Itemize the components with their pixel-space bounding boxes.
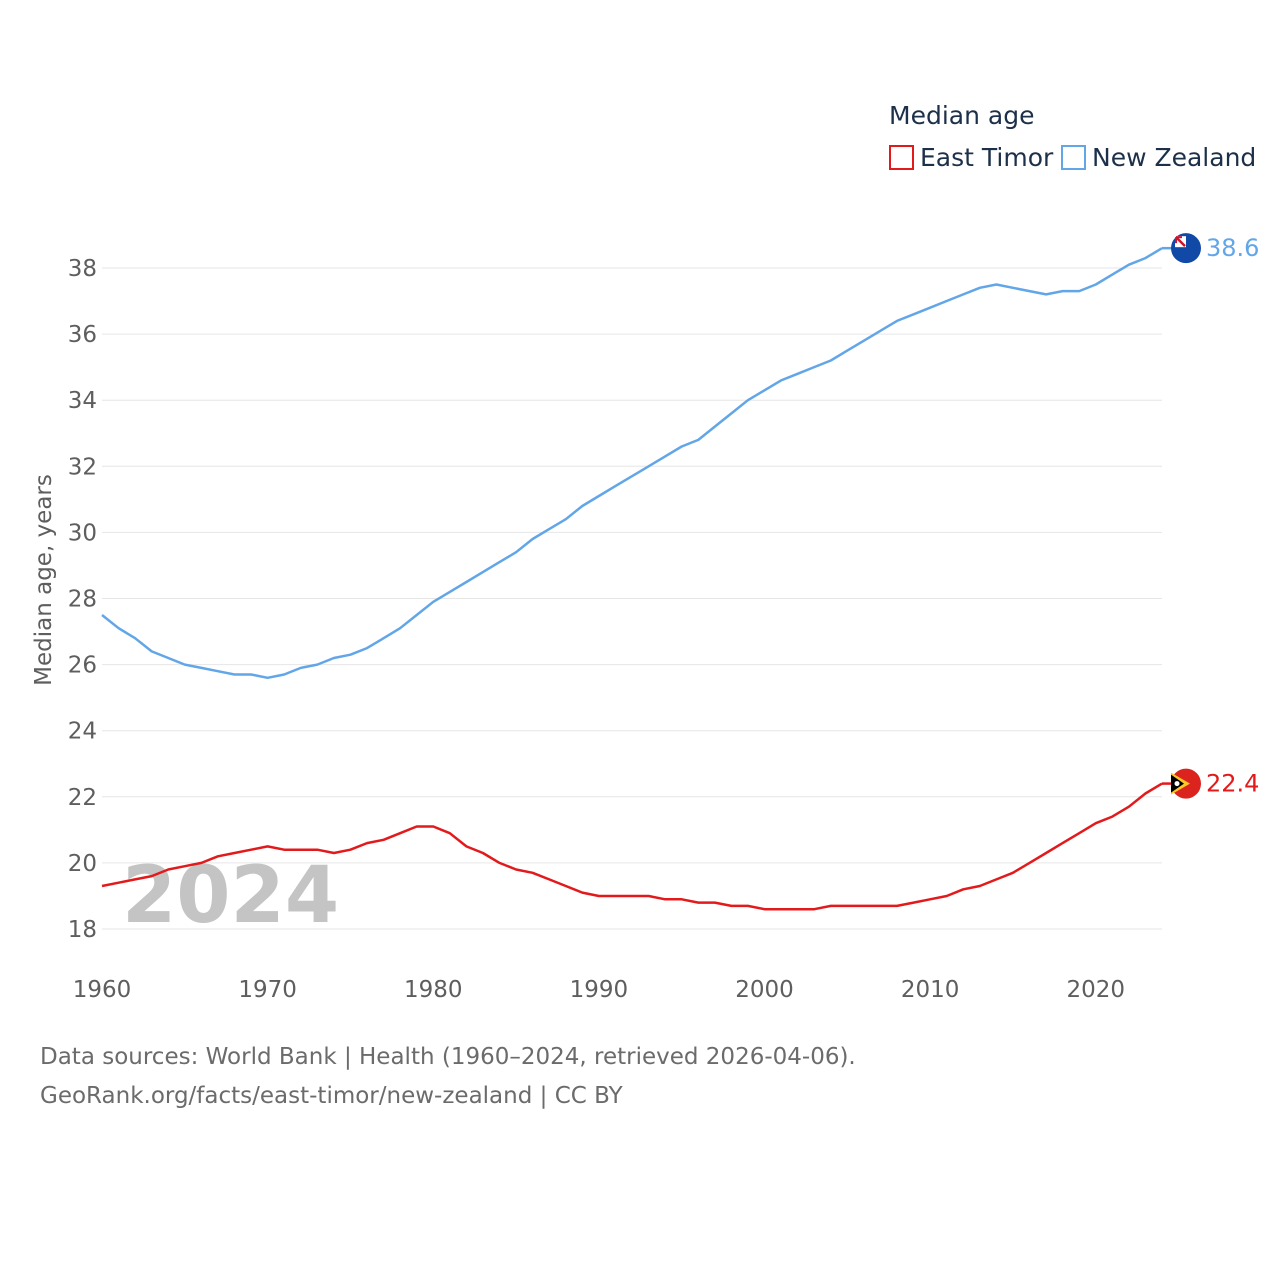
legend-swatch-east-timor — [889, 145, 914, 170]
y-tick-label: 28 — [68, 587, 97, 613]
series-end-markers: 22.4 38.6 — [1162, 233, 1259, 799]
legend-swatch-new-zealand — [1061, 145, 1086, 170]
y-tick-label: 34 — [68, 388, 97, 414]
year-watermark: 2024 — [122, 851, 339, 941]
footer-attribution[interactable]: GeoRank.org/facts/east-timor/new-zealand… — [40, 1083, 623, 1109]
legend-item-east-timor[interactable]: East Timor — [889, 143, 1054, 172]
legend: Median age East Timor New Zealand — [889, 101, 1256, 172]
legend-item-new-zealand[interactable]: New Zealand — [1061, 143, 1256, 172]
y-tick-label: 24 — [68, 719, 97, 745]
x-tick-label: 2010 — [901, 977, 960, 1003]
y-tick-label: 38 — [68, 256, 97, 282]
y-tick-label: 20 — [68, 851, 97, 877]
y-tick-label: 22 — [68, 785, 97, 811]
x-tick-label: 1970 — [238, 977, 297, 1003]
legend-label-new-zealand: New Zealand — [1092, 143, 1256, 172]
x-tick-label: 2000 — [735, 977, 794, 1003]
end-label-east-timor: 22.4 — [1206, 770, 1259, 798]
x-tick-label: 1960 — [73, 977, 132, 1003]
x-tick-label: 2020 — [1066, 977, 1125, 1003]
series-line-new-zealand[interactable] — [101, 247, 1163, 680]
x-axis-ticks: 1960 1970 1980 1990 2000 2010 2020 — [73, 977, 1125, 1003]
y-tick-label: 26 — [68, 653, 97, 679]
new-zealand-flag-icon — [1171, 233, 1201, 264]
series-line-east-timor[interactable] — [101, 782, 1163, 911]
y-tick-label: 30 — [68, 520, 97, 546]
legend-title: Median age — [889, 101, 1034, 130]
y-tick-label: 36 — [68, 322, 97, 348]
x-tick-label: 1980 — [404, 977, 463, 1003]
legend-label-east-timor: East Timor — [920, 143, 1054, 172]
y-tick-label: 18 — [68, 917, 97, 943]
end-label-new-zealand: 38.6 — [1206, 234, 1259, 262]
y-axis-title: Median age, years — [31, 474, 57, 686]
gridlines — [102, 267, 1162, 930]
footer-sources: Data sources: World Bank | Health (1960–… — [40, 1044, 856, 1070]
y-tick-label: 32 — [68, 454, 97, 480]
series-lines — [101, 247, 1163, 911]
y-axis-ticks: 18 20 22 24 26 28 30 32 34 36 38 — [68, 256, 97, 943]
east-timor-flag-icon — [1171, 768, 1201, 799]
x-tick-label: 1990 — [570, 977, 629, 1003]
